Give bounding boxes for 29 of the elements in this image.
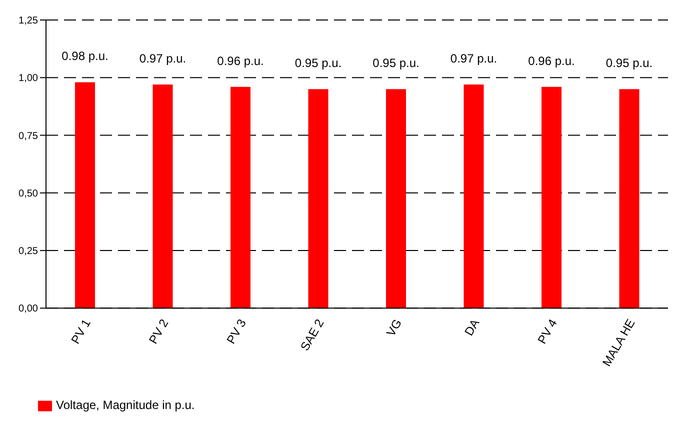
- data-label: 0.95 p.u.: [606, 56, 653, 70]
- x-tick-label: VG: [384, 316, 404, 339]
- data-label: 0.95 p.u.: [372, 56, 420, 70]
- x-tick-label: PV 3: [224, 316, 250, 346]
- bar: [152, 84, 173, 308]
- bar: [464, 84, 484, 308]
- legend-label: Voltage, Magnitude in p.u.: [56, 398, 195, 412]
- y-tick-label: 0,00: [18, 304, 38, 315]
- data-label: 0.98 p.u.: [62, 49, 108, 64]
- data-label: 0.95 p.u.: [294, 56, 342, 70]
- bar: [75, 82, 95, 308]
- x-tick-label: PV 1: [68, 316, 94, 346]
- y-tick-label: 1,25: [18, 16, 38, 27]
- data-label: 0.97 p.u.: [450, 52, 498, 66]
- y-tick-label: 0,25: [18, 246, 38, 258]
- x-tick-label: PV 4: [534, 316, 560, 346]
- bar: [386, 89, 406, 308]
- y-tick-label: 0,75: [18, 130, 38, 142]
- bar: [619, 89, 640, 308]
- bar: [230, 86, 250, 308]
- bar: [308, 89, 328, 308]
- x-tick-label: DA: [462, 316, 482, 338]
- data-label: 0.97 p.u.: [139, 52, 186, 66]
- data-label: 0.96 p.u.: [528, 54, 575, 68]
- bar: [542, 86, 562, 308]
- x-tick-label: PV 2: [146, 316, 172, 346]
- data-label: 0.96 p.u.: [217, 54, 264, 68]
- y-tick-label: 1,00: [18, 73, 38, 84]
- y-tick-label: 0,50: [18, 188, 38, 200]
